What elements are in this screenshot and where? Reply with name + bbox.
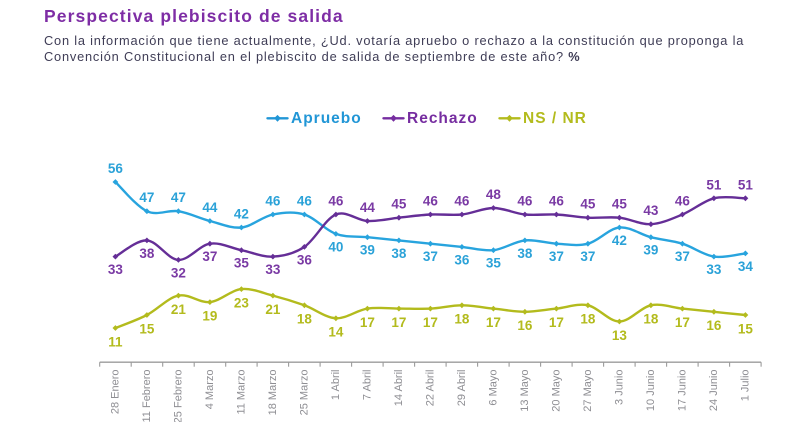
svg-text:39: 39 [360, 243, 375, 258]
svg-text:33: 33 [706, 262, 722, 277]
svg-text:18: 18 [454, 312, 470, 327]
svg-text:33: 33 [265, 262, 281, 277]
svg-text:39: 39 [643, 243, 658, 258]
svg-text:17: 17 [360, 315, 375, 330]
svg-text:42: 42 [234, 207, 249, 222]
svg-text:11: 11 [108, 334, 123, 349]
svg-text:46: 46 [675, 194, 691, 209]
svg-text:22 Abril: 22 Abril [424, 370, 436, 407]
svg-text:17 Junio: 17 Junio [676, 370, 688, 412]
svg-text:36: 36 [454, 252, 470, 267]
svg-text:48: 48 [486, 187, 502, 202]
svg-text:20 Mayo: 20 Mayo [550, 370, 562, 412]
svg-text:23: 23 [234, 295, 250, 310]
svg-text:18: 18 [643, 312, 659, 327]
svg-text:Rechazo: Rechazo [407, 110, 478, 127]
svg-text:38: 38 [139, 246, 155, 261]
svg-text:38: 38 [391, 246, 407, 261]
svg-text:47: 47 [171, 190, 186, 205]
svg-text:28 Enero: 28 Enero [109, 370, 121, 415]
svg-text:46: 46 [423, 194, 439, 209]
svg-text:17: 17 [549, 315, 564, 330]
svg-text:47: 47 [139, 190, 154, 205]
svg-text:NS / NR: NS / NR [523, 110, 587, 127]
svg-text:10 Junio: 10 Junio [645, 370, 657, 412]
svg-text:19: 19 [202, 308, 217, 323]
svg-text:29 Abril: 29 Abril [456, 370, 468, 407]
svg-text:16: 16 [706, 318, 722, 333]
svg-text:16: 16 [517, 318, 533, 333]
svg-text:46: 46 [549, 194, 565, 209]
svg-text:25 Febrero: 25 Febrero [172, 370, 184, 422]
svg-text:11 Marzo: 11 Marzo [235, 370, 247, 415]
svg-text:13 Mayo: 13 Mayo [519, 370, 531, 412]
svg-text:46: 46 [297, 194, 313, 209]
svg-text:35: 35 [486, 256, 502, 271]
svg-text:11 Febrero: 11 Febrero [141, 370, 153, 422]
svg-text:46: 46 [517, 194, 533, 209]
svg-text:15: 15 [738, 321, 754, 336]
svg-text:43: 43 [643, 203, 659, 218]
svg-text:18: 18 [297, 312, 313, 327]
svg-text:33: 33 [108, 262, 124, 277]
svg-text:14: 14 [328, 325, 344, 340]
svg-text:37: 37 [675, 249, 690, 264]
svg-text:24 Junio: 24 Junio [708, 370, 720, 412]
svg-text:45: 45 [612, 197, 628, 212]
svg-text:56: 56 [108, 161, 124, 176]
svg-text:4 Marzo: 4 Marzo [204, 370, 216, 410]
svg-text:15: 15 [139, 321, 155, 336]
svg-text:3 Junio: 3 Junio [613, 370, 625, 405]
svg-text:18: 18 [580, 312, 596, 327]
svg-text:14 Abril: 14 Abril [393, 370, 405, 407]
svg-text:37: 37 [423, 249, 438, 264]
svg-text:38: 38 [517, 246, 533, 261]
svg-text:37: 37 [202, 249, 217, 264]
svg-text:44: 44 [360, 200, 376, 215]
svg-text:1 Julio: 1 Julio [739, 370, 751, 402]
svg-text:35: 35 [234, 256, 250, 271]
svg-text:36: 36 [297, 252, 313, 267]
svg-text:51: 51 [706, 177, 722, 192]
svg-text:27 Mayo: 27 Mayo [582, 370, 594, 412]
svg-text:17: 17 [391, 315, 406, 330]
svg-text:46: 46 [328, 194, 344, 209]
svg-text:40: 40 [328, 239, 343, 254]
svg-text:44: 44 [202, 200, 218, 215]
svg-text:45: 45 [580, 197, 596, 212]
svg-text:51: 51 [738, 177, 754, 192]
svg-text:46: 46 [265, 194, 281, 209]
svg-text:32: 32 [171, 265, 186, 280]
svg-text:34: 34 [738, 259, 754, 274]
svg-text:Apruebo: Apruebo [291, 110, 362, 127]
svg-text:13: 13 [612, 328, 628, 343]
svg-text:21: 21 [171, 302, 187, 317]
svg-text:45: 45 [391, 197, 407, 212]
svg-text:37: 37 [549, 249, 564, 264]
svg-text:17: 17 [675, 315, 690, 330]
svg-text:42: 42 [612, 233, 627, 248]
svg-text:6 Mayo: 6 Mayo [487, 370, 499, 406]
svg-text:37: 37 [580, 249, 595, 264]
svg-text:46: 46 [454, 194, 470, 209]
svg-text:7 Abril: 7 Abril [361, 370, 373, 401]
svg-text:21: 21 [265, 302, 281, 317]
svg-text:17: 17 [423, 315, 438, 330]
svg-text:18 Marzo: 18 Marzo [267, 370, 279, 416]
svg-text:25 Marzo: 25 Marzo [298, 370, 310, 416]
svg-text:1 Abril: 1 Abril [330, 370, 342, 401]
svg-text:17: 17 [486, 315, 501, 330]
